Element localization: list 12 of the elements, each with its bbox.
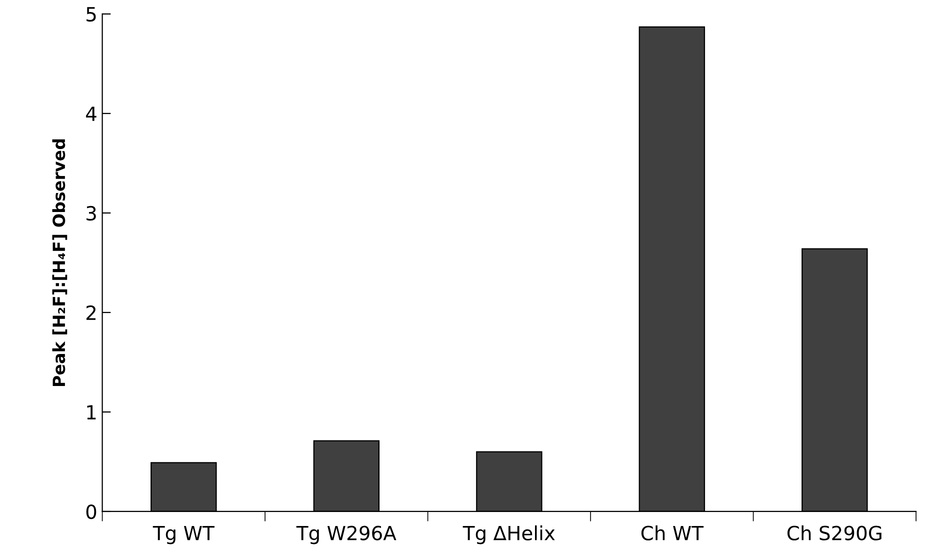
- x-tick-label: Ch WT: [641, 525, 704, 540]
- x-tick-label: Tg ΔHelix: [462, 525, 555, 544]
- y-axis-title: Peak [H₂F]:[H₄F] Observed: [52, 139, 68, 386]
- y-tick-label: 2: [86, 305, 96, 320]
- y-tick-label: 0: [86, 504, 96, 520]
- y-tick-label: 5: [86, 7, 96, 22]
- y-tick-label: 3: [86, 206, 96, 221]
- x-tick-label: Tg WT: [152, 526, 214, 544]
- x-tick-label: Tg W296A: [296, 526, 396, 544]
- y-tick-label: 1: [87, 405, 96, 420]
- x-tick-label: Ch S290G: [787, 525, 882, 540]
- y-tick-label: 4: [86, 106, 96, 121]
